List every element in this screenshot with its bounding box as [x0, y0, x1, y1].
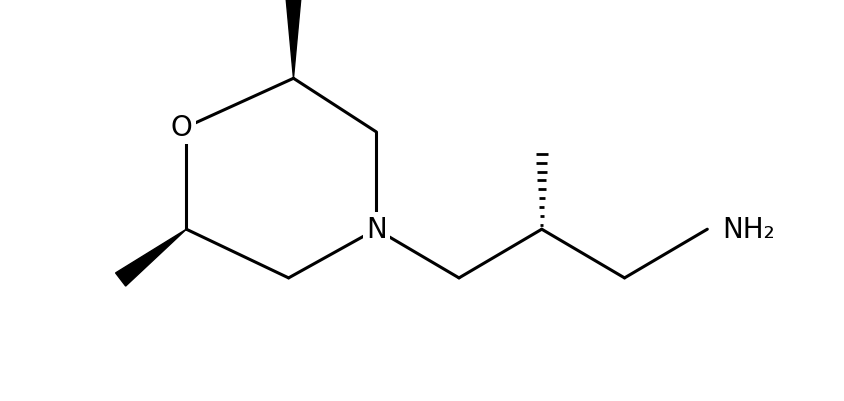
Text: N: N: [365, 216, 387, 243]
Text: O: O: [170, 114, 192, 142]
Text: NH₂: NH₂: [722, 216, 775, 243]
Polygon shape: [285, 0, 302, 79]
Polygon shape: [116, 230, 187, 286]
